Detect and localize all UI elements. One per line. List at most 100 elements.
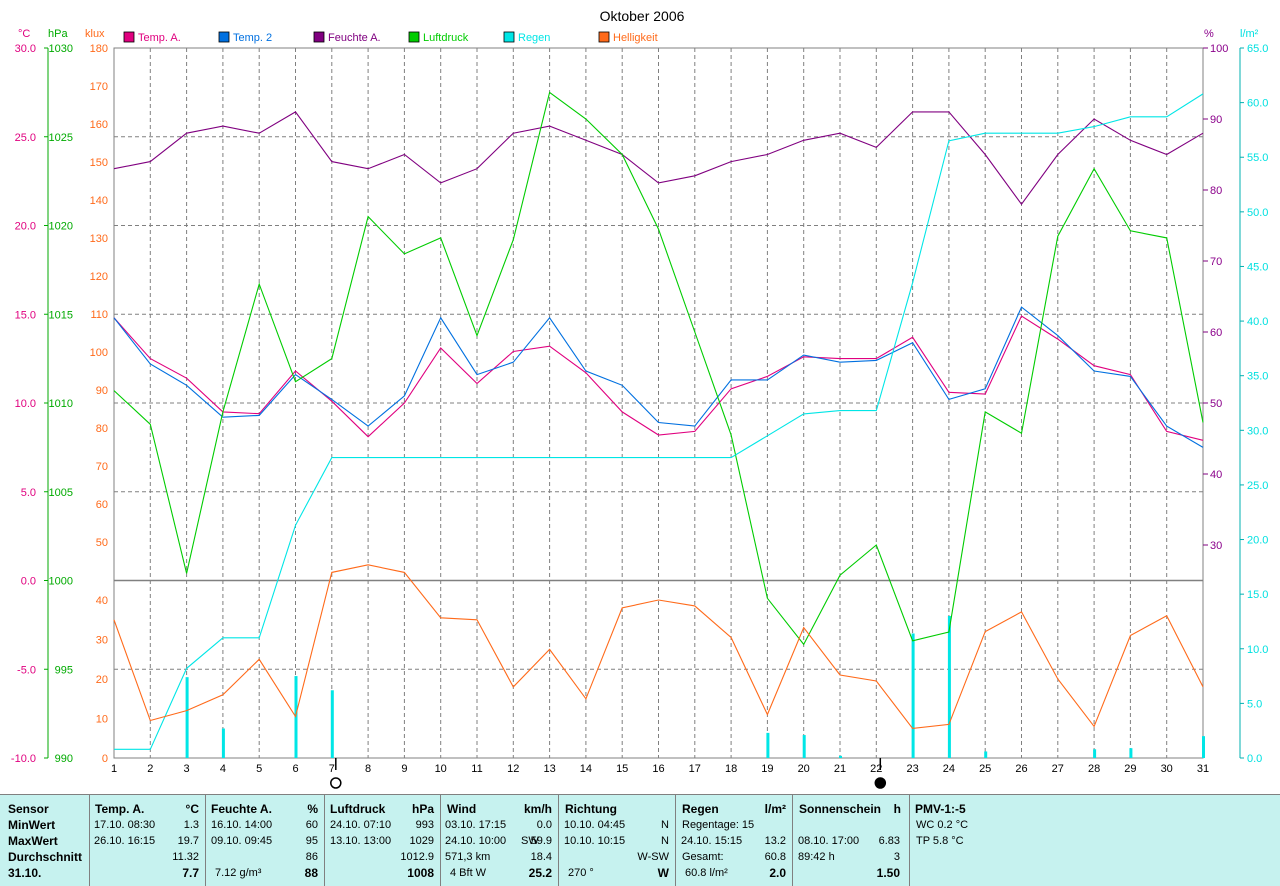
rain-daily-bar bbox=[802, 735, 806, 758]
temp-min-time: 17.10. 08:30 bbox=[94, 819, 156, 831]
rain-total: 60.8 bbox=[764, 851, 786, 863]
lux-tick-label: 160 bbox=[90, 119, 108, 131]
x-tick-label: 21 bbox=[834, 763, 846, 775]
direction-current: W bbox=[657, 866, 669, 880]
lux-tick-label: 30 bbox=[96, 635, 108, 647]
pressure-unit: hPa bbox=[411, 802, 434, 816]
temp-title: Temp. A. bbox=[95, 802, 145, 816]
temp-tick-label: 5.0 bbox=[21, 487, 36, 499]
rain-unit: l/m² bbox=[764, 802, 786, 816]
summary-rain: Regen l/m² Regentage: 15 24.10. 15:15 13… bbox=[676, 795, 793, 886]
x-tick-label: 16 bbox=[652, 763, 664, 775]
temp-tick-label: 0.0 bbox=[21, 576, 36, 588]
rain-tick-label: 40.0 bbox=[1247, 316, 1268, 328]
lux-tick-label: 70 bbox=[96, 461, 108, 473]
summary-humidity: Feuchte A. % 16.10. 14:00 60 09.10. 09:4… bbox=[206, 795, 325, 886]
rain-tick-label: 55.0 bbox=[1247, 152, 1268, 164]
x-tick-label: 4 bbox=[220, 763, 226, 775]
direction-max-time: 10.10. 10:15 bbox=[564, 835, 626, 847]
x-tick-label: 18 bbox=[725, 763, 737, 775]
rain-tick-label: 15.0 bbox=[1247, 589, 1268, 601]
x-tick-label: 27 bbox=[1052, 763, 1064, 775]
summary-row-labels: Sensor MinWert MaxWert Durchschnitt 31.1… bbox=[0, 795, 90, 886]
legend-swatch bbox=[313, 31, 325, 43]
temp-min-value: 1.3 bbox=[183, 819, 199, 831]
humidity-min-time: 16.10. 14:00 bbox=[211, 819, 273, 831]
pressure-tick-label: 1020 bbox=[49, 221, 73, 233]
rain-tick-label: 50.0 bbox=[1247, 207, 1268, 219]
x-tick-label: 9 bbox=[401, 763, 407, 775]
pressure-current: 1008 bbox=[407, 866, 434, 880]
series-line-feuchte-a- bbox=[113, 111, 1204, 206]
rain-daily-bar bbox=[1129, 748, 1133, 758]
lux-tick-label: 170 bbox=[90, 81, 108, 93]
x-tick-label: 11 bbox=[471, 763, 482, 775]
legend-swatch bbox=[218, 31, 230, 43]
pressure-min-time: 24.10. 07:10 bbox=[330, 819, 392, 831]
axis-unit-labels: °C hPa klux% l/m² bbox=[18, 28, 1259, 40]
rain-max-value: 13.2 bbox=[764, 835, 786, 847]
legend-swatch bbox=[408, 31, 420, 43]
lux-tick-label: 60 bbox=[96, 499, 108, 511]
series-line-temp-2 bbox=[113, 306, 1204, 448]
moon-phase-markers bbox=[330, 758, 887, 789]
summary-sunshine: Sonnenschein h 08.10. 17:00 6.83 89:42 h… bbox=[793, 795, 910, 886]
full-moon-icon bbox=[330, 777, 342, 789]
pressure-tick-label: 1025 bbox=[49, 132, 73, 144]
lux-tick-label: 150 bbox=[90, 157, 108, 169]
x-tick-label: 26 bbox=[1015, 763, 1027, 775]
direction-max-value: N bbox=[661, 835, 669, 847]
summary-panel: Sensor MinWert MaxWert Durchschnitt 31.1… bbox=[0, 794, 1280, 886]
rain-current: 2.0 bbox=[769, 866, 786, 880]
temp-tick-label: -5.0 bbox=[17, 664, 36, 676]
legend-label: Regen bbox=[518, 32, 550, 44]
chart-legend: Temp. A. Temp. 2 Feuchte A. Luftdruck Regen H… bbox=[123, 31, 658, 44]
x-tick-label: 1 bbox=[111, 763, 117, 775]
x-tick-label: 23 bbox=[906, 763, 918, 775]
pressure-max-value: 1029 bbox=[409, 835, 434, 847]
rain-daily-bar bbox=[185, 677, 189, 758]
rain-tick-label: 20.0 bbox=[1247, 535, 1268, 547]
rain-total-label: Gesamt: bbox=[682, 851, 724, 863]
temp-unit-label: °C bbox=[18, 28, 30, 40]
pressure-tick-label: 1005 bbox=[49, 487, 73, 499]
legend-label: Temp. 2 bbox=[233, 32, 272, 44]
rain-tick-label: 30.0 bbox=[1247, 425, 1268, 437]
pressure-tick-label: 1010 bbox=[49, 398, 73, 410]
humidity-tick-label: 80 bbox=[1210, 185, 1222, 197]
sunshine-unit: h bbox=[893, 802, 901, 816]
humidity-tick-label: 30 bbox=[1210, 540, 1222, 552]
rain-tick-label: 10.0 bbox=[1247, 644, 1268, 656]
rain-title: Regen bbox=[682, 802, 719, 816]
label-durchschnitt: Durchschnitt bbox=[8, 850, 83, 864]
series-line-temp-a- bbox=[113, 315, 1204, 441]
sunshine-average: 3 bbox=[893, 851, 900, 863]
wind-average: 18.4 bbox=[530, 851, 552, 863]
pressure-max-time: 13.10. 13:00 bbox=[330, 835, 392, 847]
wind-current: 25.2 bbox=[528, 866, 552, 880]
rain-tick-label: 35.0 bbox=[1247, 371, 1268, 383]
lux-tick-label: 40 bbox=[96, 595, 108, 607]
pmv-dewpoint: TP 5.8 °C bbox=[916, 835, 964, 847]
summary-pmv: PMV-1:-5 WC 0.2 °C TP 5.8 °C bbox=[910, 795, 1280, 886]
x-tick-label: 20 bbox=[798, 763, 810, 775]
legend-swatch bbox=[123, 31, 135, 43]
humidity-tick-label: 100 bbox=[1210, 43, 1228, 55]
x-tick-label: 15 bbox=[616, 763, 628, 775]
legend-swatch bbox=[503, 31, 515, 43]
x-tick-label: 3 bbox=[184, 763, 190, 775]
lux-tick-label: 180 bbox=[90, 43, 108, 55]
wind-min-time: 03.10. 17:15 bbox=[445, 819, 507, 831]
humidity-max-value: 95 bbox=[305, 835, 318, 847]
label-sensor: Sensor bbox=[8, 802, 49, 816]
series-line-helligkeit bbox=[113, 564, 1204, 729]
legend-label: Feuchte A. bbox=[328, 32, 381, 44]
rain-daily-bar bbox=[911, 633, 915, 758]
rain-daily-bar bbox=[984, 751, 988, 758]
x-tick-label: 6 bbox=[292, 763, 298, 775]
humidity-unit: % bbox=[307, 802, 318, 816]
temp-average: 11.32 bbox=[172, 851, 199, 863]
x-tick-label: 24 bbox=[943, 763, 955, 775]
x-tick-label: 14 bbox=[580, 763, 592, 775]
humidity-title: Feuchte A. bbox=[211, 802, 272, 816]
